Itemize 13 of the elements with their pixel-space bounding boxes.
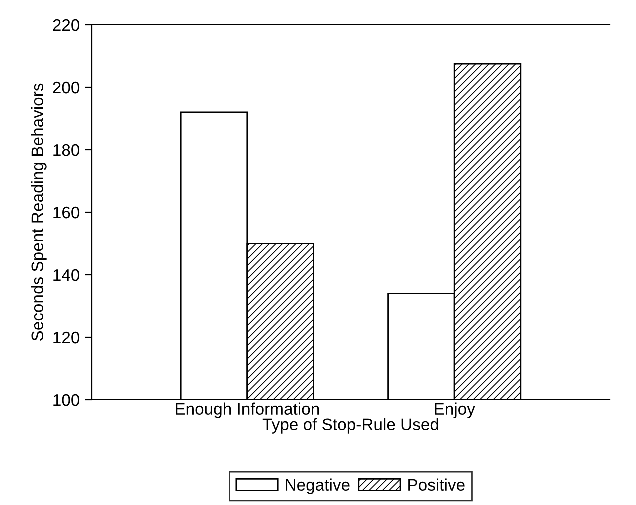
- y-tick-label: 100: [54, 394, 80, 406]
- y-axis-title: Seconds Spent Reading Behaviors: [31, 84, 47, 341]
- x-axis-title: Type of Stop-Rule Used: [262, 418, 438, 434]
- y-tick-label: 200: [53, 82, 80, 94]
- x-tick-label: Enjoy: [435, 402, 476, 418]
- legend-label: Positive: [408, 478, 465, 491]
- y-tick-label: 180: [54, 144, 80, 156]
- y-tick-label: 120: [54, 332, 80, 344]
- legend-label: Negative: [286, 478, 350, 494]
- y-tick-label: 220: [53, 19, 80, 32]
- y-tick-label: 140: [54, 269, 80, 282]
- y-tick-label: 160: [54, 206, 80, 219]
- x-tick-label: Enough Information: [176, 402, 320, 418]
